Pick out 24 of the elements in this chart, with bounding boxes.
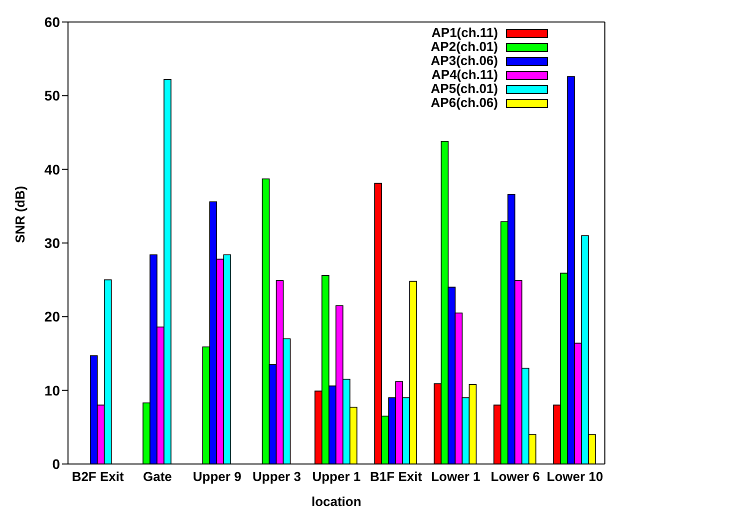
y-tick-label: 40 bbox=[44, 161, 60, 178]
legend-label: AP5(ch.01) bbox=[430, 81, 498, 96]
x-tick-label: Lower 1 bbox=[431, 469, 480, 484]
legend-label: AP1(ch.11) bbox=[432, 25, 498, 40]
y-axis-title: SNR (dB) bbox=[12, 186, 28, 243]
y-tick-label: 30 bbox=[44, 234, 60, 251]
x-tick-label: Upper 9 bbox=[192, 469, 242, 484]
x-tick-label: B1F Exit bbox=[370, 469, 423, 484]
y-tick-label: 20 bbox=[44, 308, 60, 325]
y-tick-label: 10 bbox=[44, 382, 60, 398]
y-tick-label: 0 bbox=[52, 456, 60, 472]
legend-label: AP3(ch.06) bbox=[430, 53, 498, 68]
x-tick-label: Gate bbox=[143, 469, 172, 484]
legend-label: AP6(ch.06) bbox=[430, 95, 498, 110]
legend-label: AP2(ch.01) bbox=[430, 39, 498, 54]
x-tick-label: Upper 3 bbox=[252, 469, 301, 484]
x-tick-label: Lower 10 bbox=[546, 469, 604, 484]
y-tick-label: 60 bbox=[44, 14, 60, 30]
x-tick-label: Upper 1 bbox=[312, 469, 361, 484]
x-tick-label: Lower 6 bbox=[490, 469, 540, 484]
y-tick-label: 50 bbox=[44, 88, 60, 104]
legend-label: AP4(ch.11) bbox=[432, 67, 498, 82]
x-axis-title: location bbox=[311, 494, 362, 509]
x-tick-label: B2F Exit bbox=[72, 469, 124, 484]
